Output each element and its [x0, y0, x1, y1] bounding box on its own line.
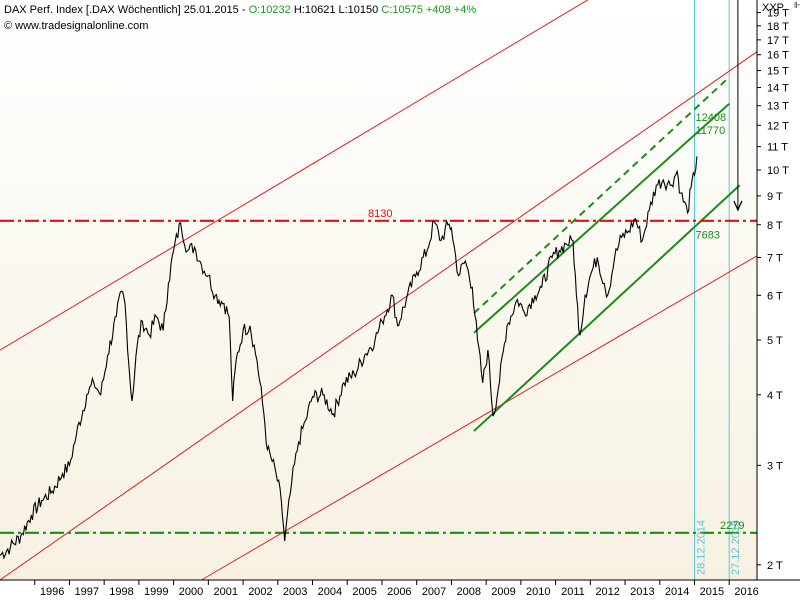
y-tick-label: 13 T: [767, 101, 789, 113]
y-tick-label: 14 T: [767, 82, 789, 94]
annotation-7683: 7683: [695, 230, 719, 242]
x-tick-label: 2005: [352, 586, 376, 598]
channel-line-outer-upper: [0, 0, 589, 351]
corner-marker-icon[interactable]: ⊩: [794, 0, 800, 10]
source-credit: © www.tradesignalonline.com: [4, 20, 149, 32]
x-tick-label: 2014: [665, 586, 689, 598]
y-tick-label: 18 T: [767, 21, 789, 33]
channel-line-outer-lower: [201, 255, 758, 581]
header-open: O:10232: [248, 4, 291, 16]
x-tick-label: 2016: [734, 586, 758, 598]
annotation-12408: 12408: [695, 112, 726, 124]
y-tick-label: 6 T: [767, 290, 783, 302]
channel-line-trend-upper-dashed: [473, 76, 730, 314]
vertical-marker-label-0: 28.12.2014: [695, 520, 707, 575]
y-tick-label: 7 T: [767, 253, 783, 265]
x-tick-label: 2002: [248, 586, 272, 598]
y-tick-label: 17 T: [767, 35, 789, 47]
price-series-line: [0, 156, 698, 560]
level-label-8130: 8130: [368, 208, 392, 220]
chart-header: DAX Perf. Index [.DAX Wöchentlich] 25.01…: [4, 4, 476, 16]
annotation-11770: 11770: [695, 125, 725, 137]
y-tick-label: 11 T: [767, 142, 788, 154]
x-tick-label: 2004: [318, 586, 342, 598]
header-high: H:10621: [293, 4, 336, 16]
x-tick-label: 2001: [213, 586, 237, 598]
x-tick-label: 2010: [526, 586, 550, 598]
header-name: DAX Perf. Index [.DAX Wöchentlich] 25.01…: [4, 4, 249, 16]
x-tick-label: 2009: [491, 586, 515, 598]
x-tick-label: 2012: [595, 586, 619, 598]
x-tick-label: 2015: [700, 586, 724, 598]
x-tick-label: 2008: [457, 586, 481, 598]
x-tick-label: 1996: [40, 586, 64, 598]
channel-line-trend-upper: [473, 103, 730, 334]
x-tick-label: 1998: [109, 586, 133, 598]
axis-symbol: XXP: [762, 2, 785, 14]
y-tick-label: 19 T: [767, 8, 789, 20]
channel-line-trend-lower: [473, 184, 741, 432]
header-low: L:10150: [338, 4, 379, 16]
y-tick-label: 16 T: [767, 50, 789, 62]
y-tick-label: 15 T: [767, 66, 789, 78]
y-tick-label: 9 T: [767, 191, 783, 203]
y-tick-label: 3 T: [767, 460, 783, 472]
x-tick-label: 2000: [179, 586, 203, 598]
y-tick-label: 2 T: [767, 560, 783, 572]
header-close: C:10575 +408 +4%: [381, 4, 477, 16]
y-axis-panel: [757, 0, 800, 600]
x-tick-label: 1999: [144, 586, 168, 598]
level-label-2279: 2279: [720, 520, 744, 532]
x-tick-label: 2007: [422, 586, 446, 598]
x-tick-label: 1997: [75, 586, 99, 598]
y-tick-label: 4 T: [767, 390, 783, 402]
y-tick-label: 5 T: [767, 335, 783, 347]
y-tick-label: 12 T: [767, 120, 789, 132]
x-tick-label: 2011: [561, 586, 585, 598]
vertical-marker-label-1: 27.12.2015: [730, 520, 742, 575]
arrow-head-icon: [733, 200, 743, 212]
x-axis-panel: [0, 580, 800, 600]
channel-line-outer-mid: [0, 51, 758, 581]
y-tick-label: 8 T: [767, 220, 783, 232]
x-tick-label: 2006: [387, 586, 411, 598]
x-tick-label: 2003: [283, 586, 307, 598]
x-tick-label: 2013: [630, 586, 654, 598]
plot-background: [0, 0, 757, 580]
y-tick-label: 10 T: [767, 165, 789, 177]
